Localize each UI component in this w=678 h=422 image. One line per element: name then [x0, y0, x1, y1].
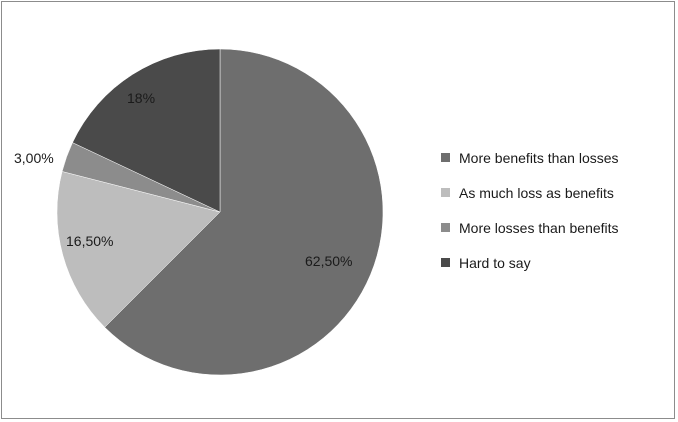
legend-item-hard-to-say: Hard to say [441, 253, 619, 272]
legend-label: Hard to say [459, 254, 531, 271]
legend-item-more-losses: More losses than benefits [441, 218, 619, 237]
legend-label: As much loss as benefits [459, 184, 614, 201]
data-label-more-losses: 3,00% [14, 150, 54, 166]
data-label-as-much-loss: 16,50% [66, 233, 113, 249]
legend-item-as-much-loss: As much loss as benefits [441, 183, 619, 202]
legend-swatch [441, 188, 450, 197]
legend-swatch [441, 223, 450, 232]
legend-swatch [441, 153, 450, 162]
slice-hard-to-say [72, 48, 221, 213]
legend-label: More benefits than losses [459, 149, 619, 166]
legend-item-more-benefits: More benefits than losses [441, 148, 619, 167]
legend-label: More losses than benefits [459, 219, 619, 236]
slice-as-much-loss [56, 171, 221, 328]
data-label-more-benefits: 62,50% [305, 253, 352, 269]
legend-swatch [441, 258, 450, 267]
data-label-hard-to-say: 18% [127, 90, 155, 106]
legend: More benefits than losses As much loss a… [441, 148, 619, 288]
slice-more-benefits [104, 48, 384, 376]
